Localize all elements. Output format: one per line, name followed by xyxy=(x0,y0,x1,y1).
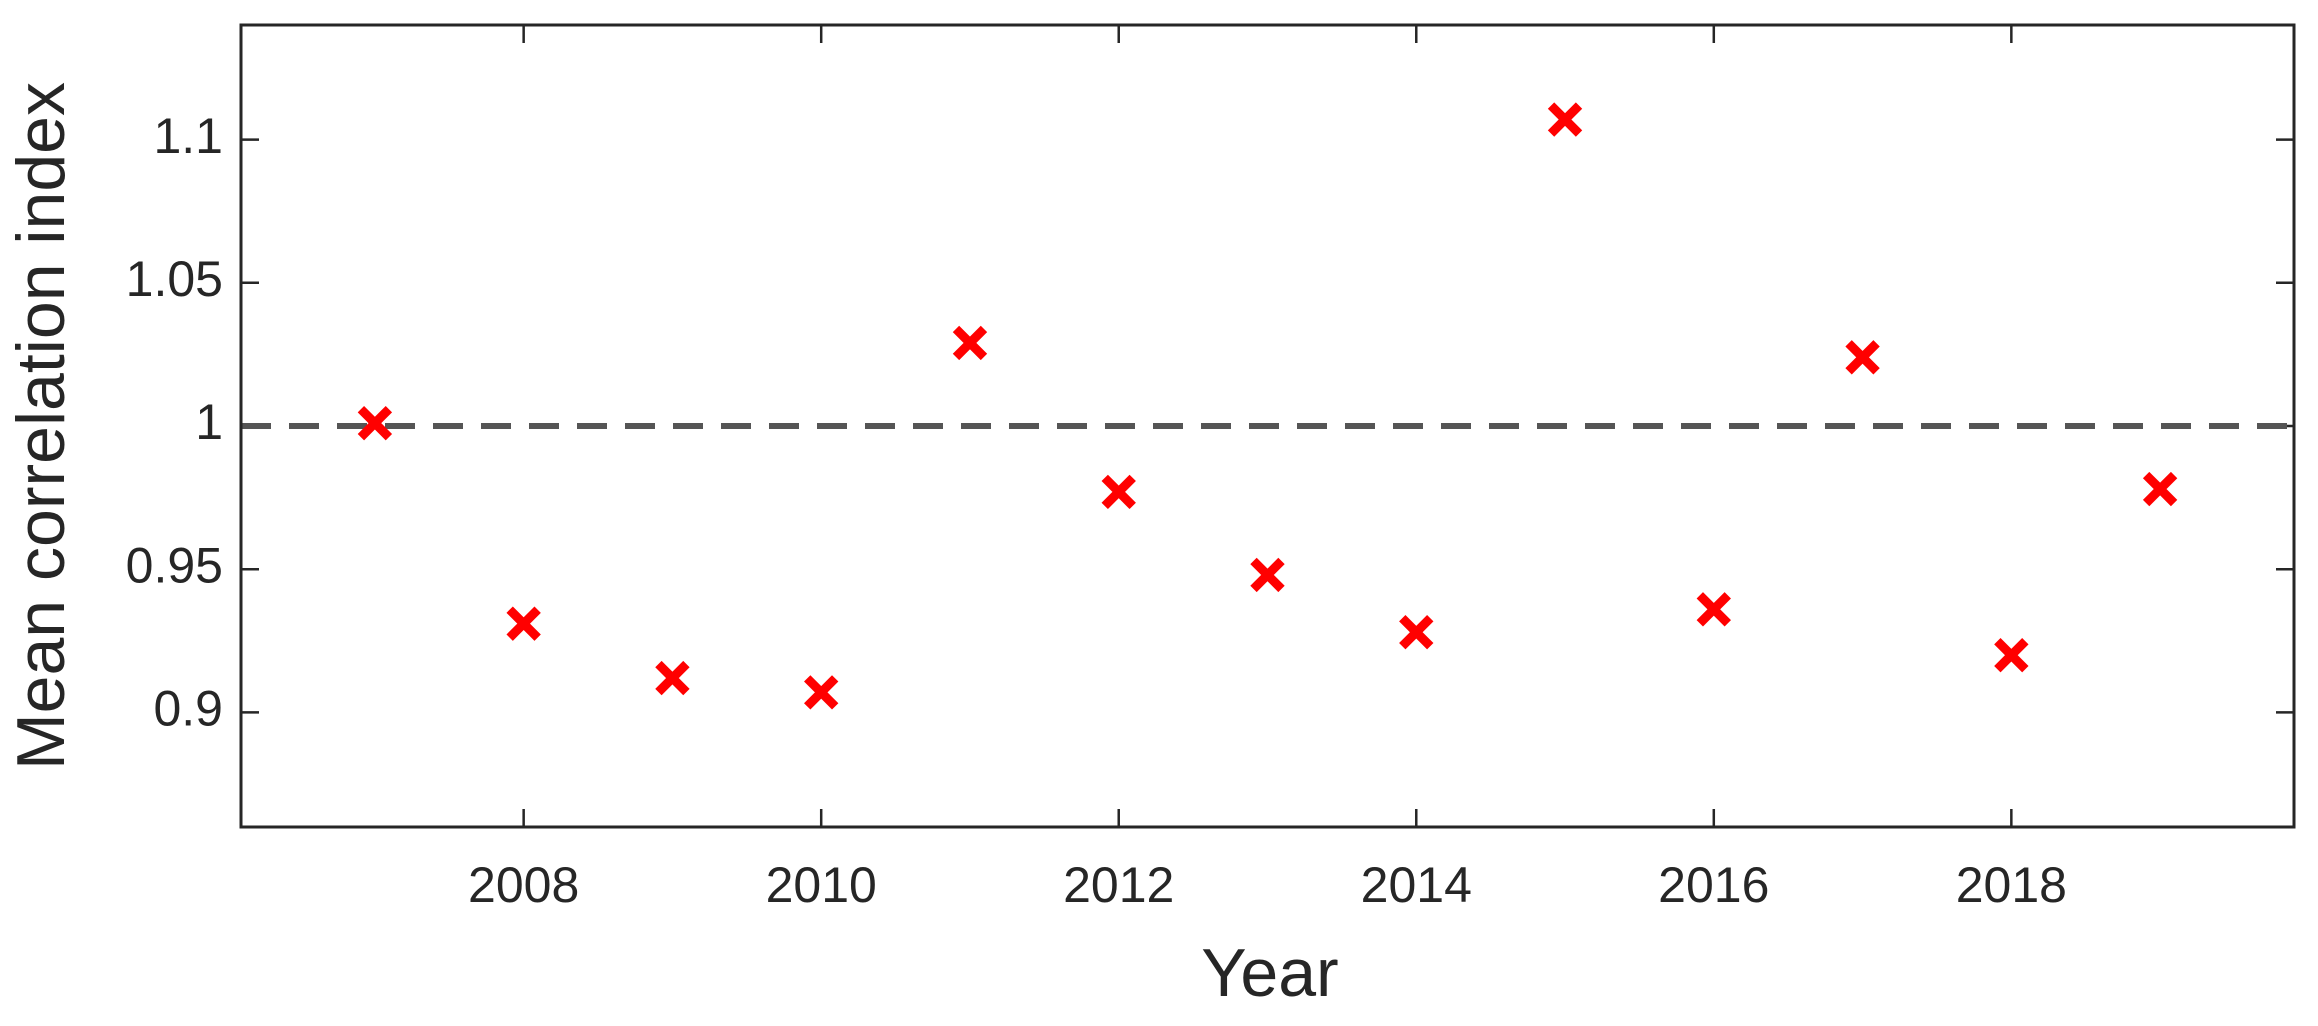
y-tick-label: 1.1 xyxy=(153,108,223,164)
y-tick-label: 1 xyxy=(195,394,223,450)
point xyxy=(1101,474,1136,510)
point xyxy=(655,660,690,696)
y-axis-label: Mean correlation index xyxy=(3,82,79,770)
point xyxy=(1994,637,2029,673)
y-tick-label: 0.9 xyxy=(153,681,223,737)
point xyxy=(1845,340,1880,375)
point xyxy=(1696,592,1731,627)
point xyxy=(804,675,839,710)
point xyxy=(2142,471,2178,507)
plot-frame xyxy=(239,23,2296,829)
y-tick-label: 0.95 xyxy=(126,537,223,593)
x-tick-label: 2018 xyxy=(1956,857,2067,913)
x-tick-label: 2008 xyxy=(468,857,579,913)
x-axis-label: Year xyxy=(1201,935,1338,1011)
point xyxy=(357,405,393,441)
x-tick-label: 2010 xyxy=(766,857,877,913)
point xyxy=(952,325,988,361)
point xyxy=(506,606,541,641)
x-tick-label: 2014 xyxy=(1361,857,1472,913)
point xyxy=(1547,102,1583,137)
point xyxy=(1250,557,1285,593)
point xyxy=(1399,615,1434,650)
x-tick-label: 2012 xyxy=(1063,857,1174,913)
x-tick-label: 2016 xyxy=(1658,857,1769,913)
y-tick-label: 1.05 xyxy=(126,251,223,307)
